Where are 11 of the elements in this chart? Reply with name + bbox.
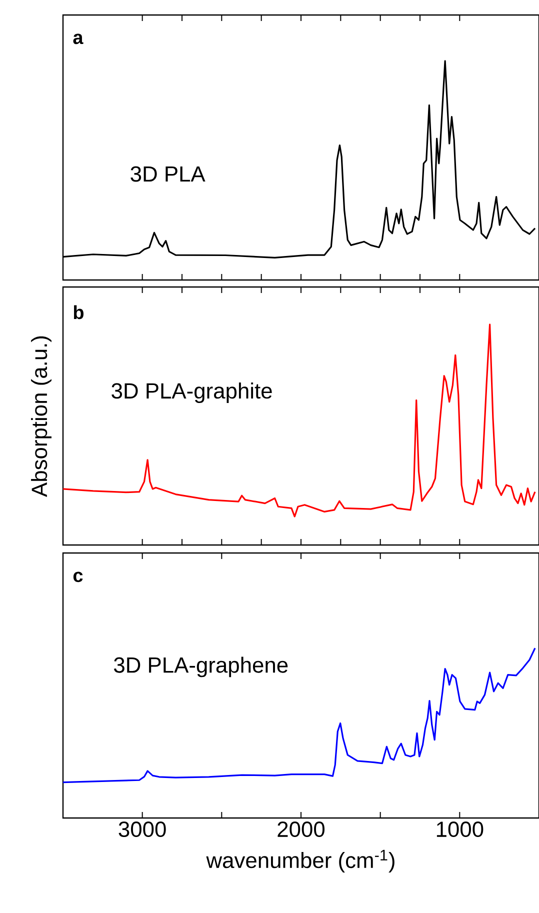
text: a <box>73 34 84 44</box>
annotation: 3D PLA <box>130 166 206 182</box>
annotation: 3D PLA-graphene <box>114 656 288 678</box>
annotation: 3D PLA-graphite <box>112 382 272 403</box>
text: c <box>73 572 83 582</box>
x-tick-label: 1000 <box>436 822 484 838</box>
y-axis-title: Absorption (a.u.) <box>31 336 52 497</box>
x-axis-title: wavenumber (cm$^{-1}$) <box>206 850 394 872</box>
x-tick-label: 2000 <box>278 822 325 838</box>
x-tick-label: 3000 <box>118 822 166 838</box>
text: b <box>74 305 84 320</box>
